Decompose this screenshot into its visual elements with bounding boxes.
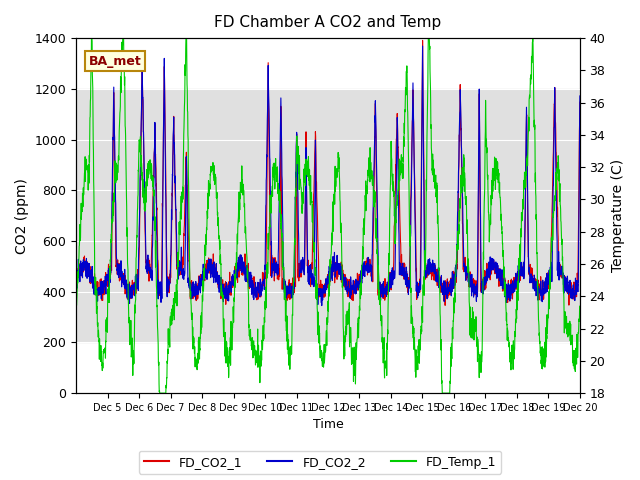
- X-axis label: Time: Time: [312, 419, 344, 432]
- Legend: FD_CO2_1, FD_CO2_2, FD_Temp_1: FD_CO2_1, FD_CO2_2, FD_Temp_1: [139, 451, 501, 474]
- Title: FD Chamber A CO2 and Temp: FD Chamber A CO2 and Temp: [214, 15, 442, 30]
- Y-axis label: CO2 (ppm): CO2 (ppm): [15, 178, 29, 253]
- Y-axis label: Temperature (C): Temperature (C): [611, 159, 625, 272]
- Bar: [76, 89, 580, 342]
- Text: BA_met: BA_met: [89, 55, 141, 68]
